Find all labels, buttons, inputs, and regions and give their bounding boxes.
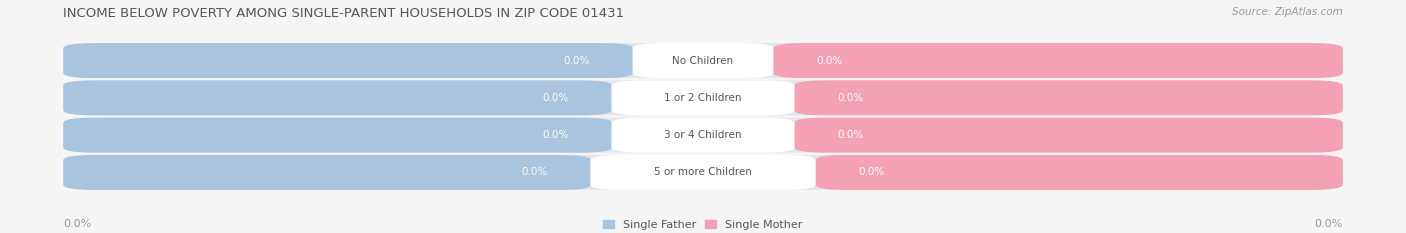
Text: No Children: No Children	[672, 56, 734, 65]
FancyBboxPatch shape	[794, 80, 1343, 115]
Text: 0.0%: 0.0%	[543, 93, 568, 103]
Text: 0.0%: 0.0%	[1315, 219, 1343, 229]
Text: 0.0%: 0.0%	[817, 56, 842, 65]
FancyBboxPatch shape	[63, 80, 1343, 115]
FancyBboxPatch shape	[63, 43, 1343, 78]
FancyBboxPatch shape	[63, 118, 612, 153]
FancyBboxPatch shape	[612, 118, 794, 153]
Text: INCOME BELOW POVERTY AMONG SINGLE-PARENT HOUSEHOLDS IN ZIP CODE 01431: INCOME BELOW POVERTY AMONG SINGLE-PARENT…	[63, 7, 624, 20]
FancyBboxPatch shape	[633, 43, 773, 78]
FancyBboxPatch shape	[63, 118, 1343, 153]
FancyBboxPatch shape	[63, 155, 591, 190]
Text: 1 or 2 Children: 1 or 2 Children	[664, 93, 742, 103]
FancyBboxPatch shape	[773, 43, 1343, 78]
Text: 0.0%: 0.0%	[522, 168, 547, 177]
Text: 5 or more Children: 5 or more Children	[654, 168, 752, 177]
Text: 3 or 4 Children: 3 or 4 Children	[664, 130, 742, 140]
Text: 0.0%: 0.0%	[859, 168, 884, 177]
Text: 0.0%: 0.0%	[838, 130, 863, 140]
Text: Source: ZipAtlas.com: Source: ZipAtlas.com	[1232, 7, 1343, 17]
FancyBboxPatch shape	[612, 80, 794, 115]
FancyBboxPatch shape	[794, 118, 1343, 153]
FancyBboxPatch shape	[63, 80, 612, 115]
Text: 0.0%: 0.0%	[63, 219, 91, 229]
FancyBboxPatch shape	[63, 155, 1343, 190]
Legend: Single Father, Single Mother: Single Father, Single Mother	[603, 220, 803, 230]
Text: 0.0%: 0.0%	[543, 130, 568, 140]
FancyBboxPatch shape	[591, 155, 815, 190]
Text: 0.0%: 0.0%	[838, 93, 863, 103]
FancyBboxPatch shape	[815, 155, 1343, 190]
FancyBboxPatch shape	[63, 43, 633, 78]
Text: 0.0%: 0.0%	[564, 56, 589, 65]
